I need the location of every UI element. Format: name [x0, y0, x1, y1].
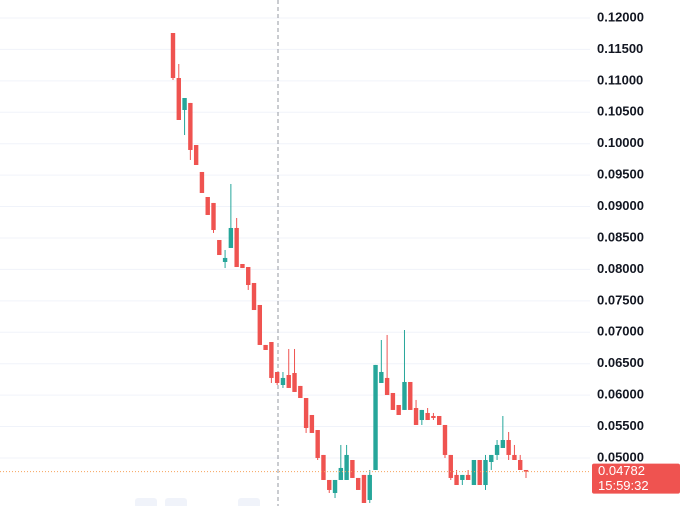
countdown-label: 15:59:32: [598, 478, 649, 493]
candle-body: [350, 459, 355, 478]
y-tick-label: 0.11500: [597, 41, 643, 56]
candle-body: [477, 459, 482, 486]
candle-body: [344, 454, 349, 480]
candle-body: [205, 196, 210, 215]
candle-body: [170, 33, 176, 79]
candle-body: [419, 409, 425, 421]
y-tick-label: 0.11000: [597, 72, 643, 87]
candle-body: [471, 459, 477, 486]
candle-body: [263, 344, 268, 350]
candle-body: [228, 227, 234, 248]
y-tick-label: 0.07500: [597, 292, 644, 307]
candle-body: [246, 267, 251, 285]
candle-body: [211, 202, 216, 230]
y-tick-label: 0.10500: [597, 104, 644, 119]
candle-body: [500, 440, 506, 448]
candle-body: [489, 454, 494, 462]
candle-body: [518, 459, 523, 470]
y-tick-label: 0.08500: [597, 229, 644, 244]
candle-body: [240, 264, 245, 269]
y-tick-label: 0.09500: [597, 167, 644, 182]
candle-body: [217, 239, 222, 256]
candle-body: [176, 78, 181, 120]
candle-body: [373, 364, 378, 470]
candle-body: [321, 454, 326, 480]
candle-body: [222, 257, 228, 262]
y-tick-label: 0.05500: [597, 418, 644, 433]
y-tick-label: 0.07000: [597, 324, 644, 339]
last-price-label: 0.04782: [598, 463, 645, 478]
y-tick-label: 0.10000: [597, 135, 644, 150]
candle-body: [327, 479, 332, 490]
candle-body: [199, 171, 205, 193]
toolbar-button[interactable]: [165, 498, 187, 506]
candle-body: [234, 227, 239, 268]
candle-body: [408, 381, 413, 410]
candle-body: [454, 474, 459, 486]
candle-body: [361, 474, 367, 503]
candle-body: [193, 145, 199, 165]
candle-body: [431, 415, 436, 418]
candle-body: [483, 459, 488, 486]
candle-body: [315, 430, 320, 458]
candle-body: [402, 381, 407, 410]
candle-body: [298, 385, 303, 399]
y-tick-label: 0.12000: [597, 9, 644, 24]
candle-body: [523, 469, 529, 472]
y-tick-label: 0.06500: [597, 355, 644, 370]
candle-body: [269, 342, 274, 378]
candle-body: [460, 474, 465, 480]
candle-body: [274, 371, 280, 383]
candle-body: [332, 479, 338, 493]
candle-body: [309, 414, 315, 433]
candle-body: [303, 398, 309, 428]
candle-body: [396, 404, 401, 415]
candle-body: [338, 467, 344, 480]
candle-body: [425, 412, 430, 421]
candle-body: [182, 97, 187, 110]
candle-body: [506, 440, 511, 455]
candle-body: [257, 304, 263, 345]
toolbar-button[interactable]: [135, 498, 157, 506]
y-tick-label: 0.08000: [597, 261, 644, 276]
candle-body: [251, 282, 257, 311]
toolbar-button[interactable]: [238, 498, 260, 506]
last-price-box: [592, 463, 680, 494]
candle-body: [448, 454, 453, 478]
candle-body: [280, 377, 286, 385]
candle-body: [512, 454, 517, 460]
candle-body: [292, 372, 297, 392]
y-tick-label: 0.06000: [597, 387, 644, 402]
candle-body: [494, 444, 500, 455]
candle-body: [436, 415, 442, 425]
candle-body: [367, 474, 372, 500]
y-tick-label: 0.09000: [597, 198, 644, 213]
candle-body: [390, 392, 396, 410]
candle-body: [286, 375, 291, 388]
candle-body: [442, 424, 448, 455]
candle-body: [379, 371, 384, 383]
y-tick-label: 0.05000: [597, 449, 644, 464]
candle-body: [413, 408, 419, 425]
candle-body: [384, 377, 390, 395]
candle-body: [188, 102, 193, 150]
candle-body: [355, 477, 361, 490]
candle-body: [465, 474, 471, 480]
